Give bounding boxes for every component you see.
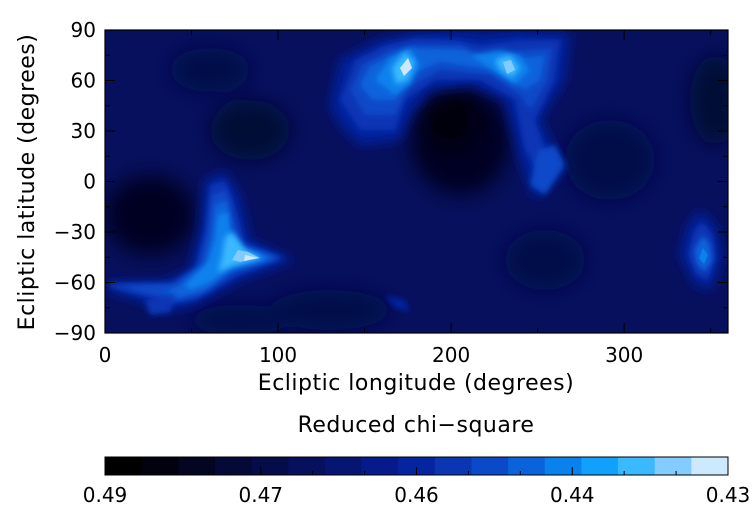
y-tick-label: −90 (54, 321, 96, 345)
dark-region-west (105, 175, 195, 255)
heatmap-area (105, 30, 728, 333)
colorbar-level (471, 457, 509, 475)
y-axis-title: Ecliptic latitude (degrees) (15, 34, 40, 331)
dark-region-right (565, 120, 655, 200)
x-tick-label: 300 (605, 343, 643, 367)
bright-patches-south (145, 295, 410, 315)
colorbar-level (178, 457, 216, 475)
colorbar-ticks: 0.49 0.47 0.46 0.44 0.43 (83, 467, 751, 507)
x-axis-title: Ecliptic longitude (degrees) (258, 371, 574, 396)
dark-region-south-right (505, 230, 585, 290)
colorbar-title: Reduced chi−square (298, 413, 535, 438)
dark-region-center-2 (422, 90, 478, 150)
bright-lobe-south (105, 172, 295, 312)
colorbar-level (544, 457, 582, 475)
colorbar-level (654, 457, 692, 475)
y-tick-label: 90 (71, 18, 96, 42)
colorbar-level (251, 457, 289, 475)
y-tick-label: 60 (71, 69, 96, 93)
colorbar-level (141, 457, 179, 475)
colorbar-tick-label: 0.49 (83, 483, 128, 507)
y-tick-label: −30 (54, 220, 96, 244)
colorbar-level (434, 457, 472, 475)
bright-spot-east (680, 210, 722, 290)
y-tick-label: 30 (71, 119, 96, 143)
colorbar-level (214, 457, 253, 475)
colorbar-level (361, 457, 399, 475)
colorbar-level (618, 457, 656, 475)
colorbar-level (398, 457, 436, 475)
bright-arc-north (330, 30, 570, 200)
x-tick-label: 200 (432, 343, 470, 367)
colorbar-tick-label: 0.43 (706, 483, 751, 507)
x-tick-label: 0 (99, 343, 112, 367)
dark-region-left-upper (170, 48, 250, 92)
colorbar-level (691, 457, 729, 475)
colorbar-tick-label: 0.44 (550, 483, 595, 507)
dark-regions (105, 48, 728, 333)
colorbar-level (581, 457, 619, 475)
colorbar-level (508, 457, 546, 475)
colorbar (105, 457, 729, 475)
dark-region-low-left (190, 305, 290, 333)
colorbar-level (105, 457, 143, 475)
colorbar-tick-label: 0.47 (238, 483, 283, 507)
y-tick-label: −60 (54, 271, 96, 295)
dark-region-far-right (690, 55, 728, 145)
y-tick-label: 0 (83, 170, 96, 194)
colorbar-level (288, 457, 326, 475)
x-tick-label: 100 (259, 343, 297, 367)
dark-region-mid (210, 100, 290, 160)
dark-region-south-mid (270, 290, 390, 330)
y-axis-ticks: 90 60 30 0 −30 −60 −90 (54, 18, 728, 345)
x-axis-ticks: 0 100 200 300 (99, 30, 712, 367)
colorbar-level (324, 457, 363, 475)
colorbar-tick-label: 0.46 (394, 483, 439, 507)
